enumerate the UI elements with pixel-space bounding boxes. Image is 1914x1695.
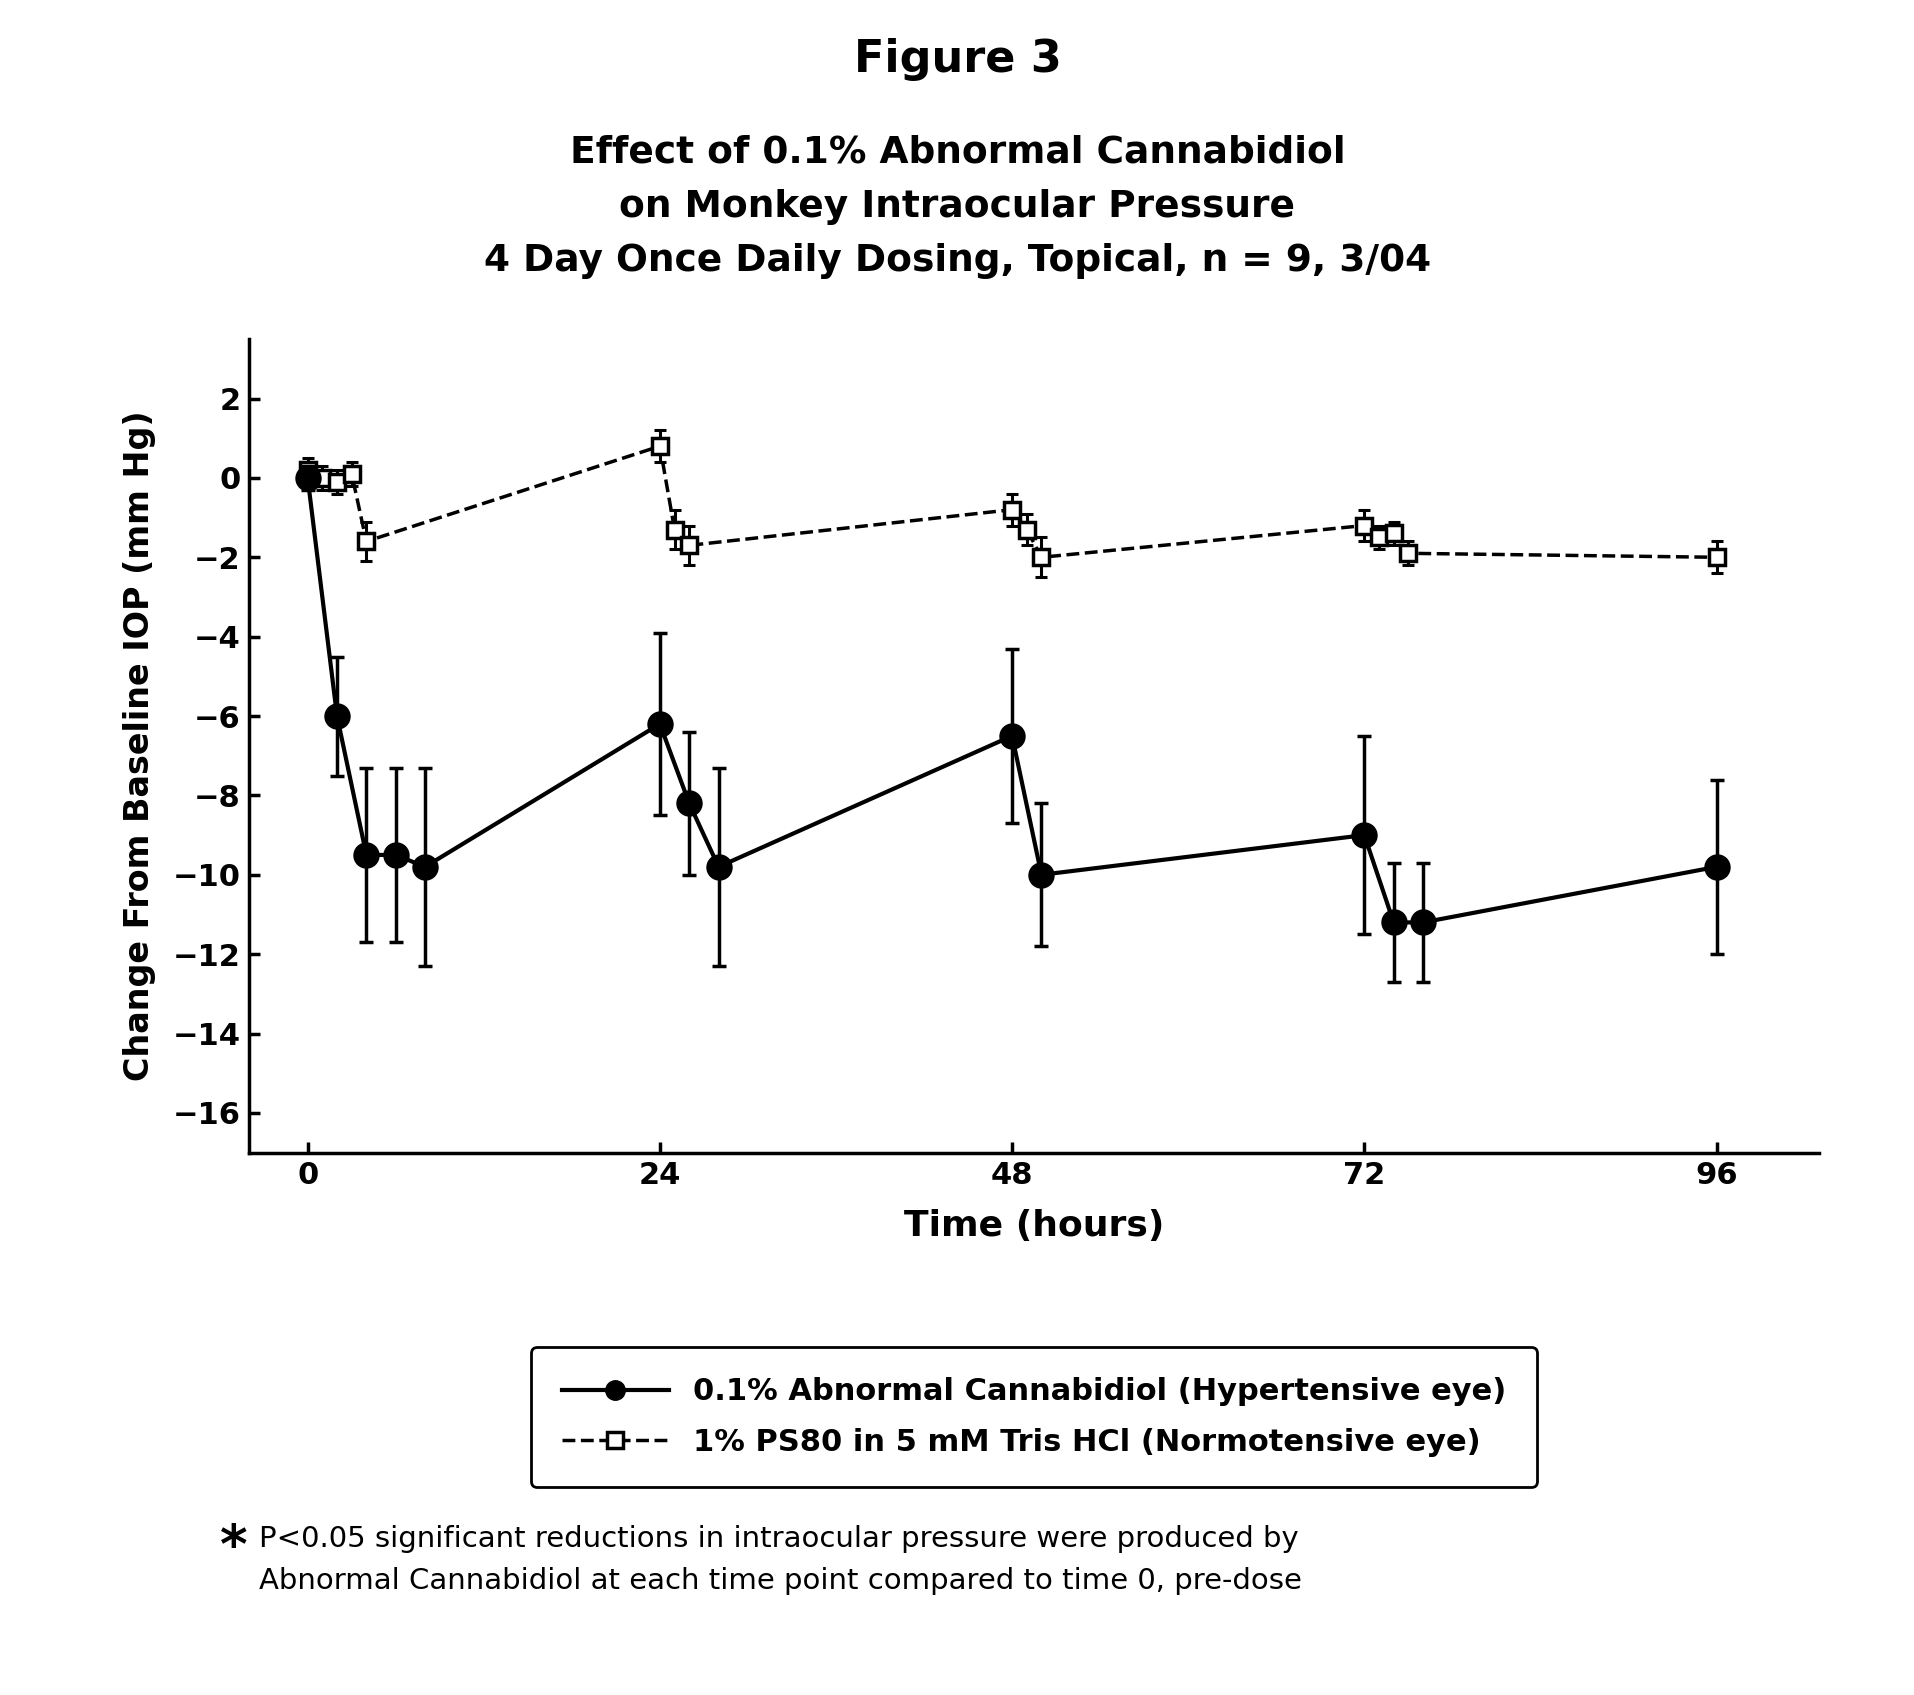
Text: 4 Day Once Daily Dosing, Topical, n = 9, 3/04: 4 Day Once Daily Dosing, Topical, n = 9,… bbox=[484, 242, 1430, 280]
Text: *: * bbox=[220, 1522, 247, 1573]
Legend: 0.1% Abnormal Cannabidiol (Hypertensive eye), 1% PS80 in 5 mM Tris HCl (Normoten: 0.1% Abnormal Cannabidiol (Hypertensive … bbox=[530, 1348, 1537, 1488]
Text: on Monkey Intraocular Pressure: on Monkey Intraocular Pressure bbox=[618, 188, 1296, 225]
Y-axis label: Change From Baseline IOP (mm Hg): Change From Baseline IOP (mm Hg) bbox=[122, 410, 155, 1081]
Text: Abnormal Cannabidiol at each time point compared to time 0, pre-dose: Abnormal Cannabidiol at each time point … bbox=[258, 1568, 1302, 1595]
Text: P<0.05 significant reductions in intraocular pressure were produced by: P<0.05 significant reductions in intraoc… bbox=[258, 1526, 1298, 1553]
Text: Effect of 0.1% Abnormal Cannabidiol: Effect of 0.1% Abnormal Cannabidiol bbox=[568, 134, 1346, 171]
X-axis label: Time (hours): Time (hours) bbox=[903, 1209, 1164, 1244]
Text: Figure 3: Figure 3 bbox=[854, 37, 1060, 81]
